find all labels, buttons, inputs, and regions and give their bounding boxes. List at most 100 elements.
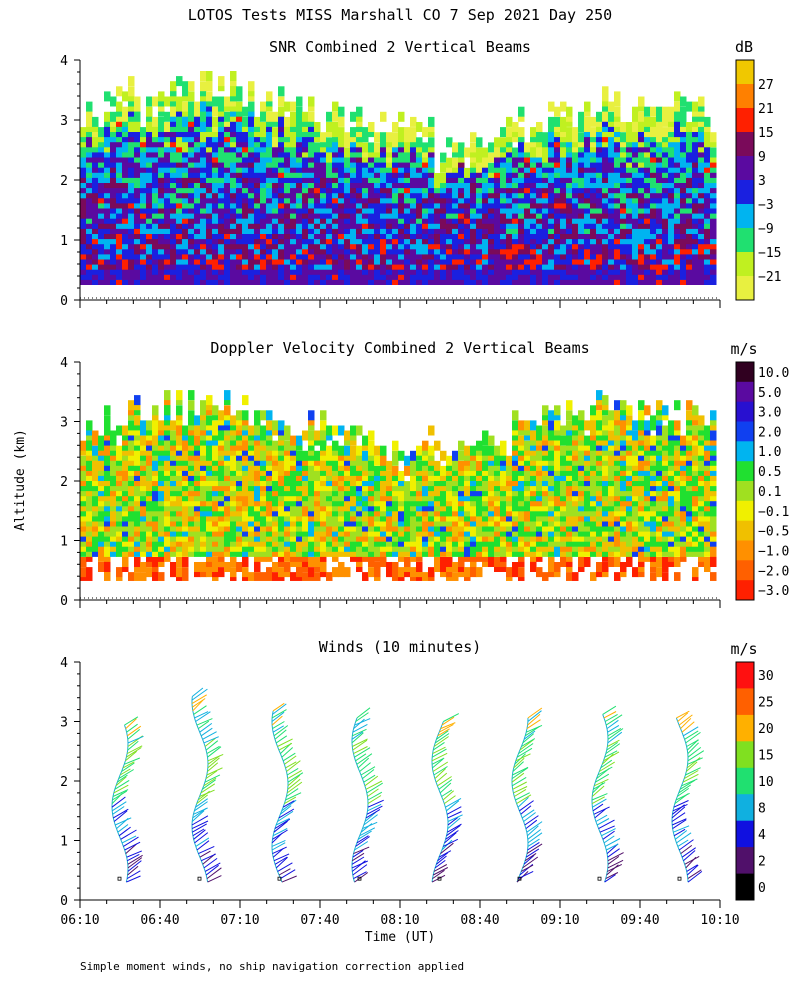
heatmap-cell	[230, 269, 237, 280]
y-tick-label: 3	[60, 114, 68, 129]
heatmap-cell	[170, 132, 177, 143]
heatmap-cell	[92, 269, 99, 280]
heatmap-cell	[212, 546, 219, 557]
heatmap-cell	[338, 275, 345, 285]
heatmap-cell	[230, 440, 237, 451]
heatmap-cell	[158, 496, 165, 507]
heatmap-cell	[278, 218, 285, 229]
heatmap-cell	[278, 188, 285, 199]
heatmap-cell	[386, 269, 393, 280]
heatmap-cell	[116, 213, 123, 224]
heatmap-cell	[446, 193, 453, 204]
heatmap-cell	[482, 147, 489, 158]
heatmap-cell	[506, 269, 513, 280]
heatmap-cell	[656, 218, 663, 229]
heatmap-cell	[602, 234, 609, 245]
heatmap-cell	[200, 162, 207, 173]
heatmap-cell	[668, 213, 675, 224]
heatmap-cell	[116, 188, 123, 199]
heatmap-cell	[236, 101, 243, 112]
heatmap-cell	[134, 239, 141, 250]
heatmap-cell	[626, 264, 633, 275]
heatmap-cell	[188, 254, 195, 265]
heatmap-cell	[632, 234, 639, 245]
heatmap-cell	[350, 506, 357, 517]
heatmap-cell	[242, 249, 249, 260]
heatmap-cell	[332, 275, 339, 285]
heatmap-cell	[362, 511, 369, 522]
heatmap-cell	[500, 224, 507, 234]
heatmap-cell	[176, 106, 183, 117]
heatmap-cell	[164, 229, 171, 240]
heatmap-cell	[110, 476, 117, 487]
heatmap-cell	[704, 142, 711, 153]
heatmap-cell	[344, 167, 351, 178]
heatmap-cell	[122, 521, 129, 532]
heatmap-cell	[212, 218, 219, 229]
heatmap-cell	[122, 541, 129, 552]
heatmap-cell	[362, 229, 369, 240]
heatmap-cell	[428, 229, 435, 240]
heatmap-cell	[80, 546, 87, 557]
heatmap-cell	[116, 203, 123, 214]
heatmap-cell	[374, 208, 381, 219]
heatmap-cell	[266, 167, 273, 178]
heatmap-cell	[212, 557, 219, 567]
heatmap-cell	[494, 213, 501, 224]
heatmap-cell	[116, 101, 123, 112]
heatmap-cell	[272, 264, 279, 275]
heatmap-cell	[272, 269, 279, 280]
colorbar-units: dB	[735, 38, 753, 56]
heatmap-cell	[182, 157, 189, 168]
heatmap-cell	[362, 471, 369, 481]
heatmap-cell	[338, 531, 345, 542]
heatmap-cell	[92, 244, 99, 255]
heatmap-cell	[194, 239, 201, 250]
heatmap-cell	[362, 496, 369, 507]
heatmap-cell	[224, 440, 231, 451]
heatmap-cell	[278, 420, 285, 431]
heatmap-cell	[278, 557, 285, 567]
heatmap-cell	[188, 106, 195, 117]
heatmap-cell	[560, 224, 567, 234]
heatmap-cell	[674, 132, 681, 143]
heatmap-cell	[494, 249, 501, 260]
heatmap-cell	[704, 249, 711, 260]
heatmap-cell	[266, 96, 273, 107]
heatmap-cell	[338, 506, 345, 517]
heatmap-cell	[536, 127, 543, 138]
heatmap-cell	[146, 224, 153, 234]
heatmap-cell	[338, 239, 345, 250]
heatmap-cell	[620, 229, 627, 240]
heatmap-cell	[434, 213, 441, 224]
heatmap-cell	[530, 183, 537, 194]
heatmap-cell	[500, 157, 507, 168]
heatmap-cell	[662, 254, 669, 265]
heatmap-cell	[296, 183, 303, 194]
heatmap-cell	[404, 269, 411, 280]
heatmap-cell	[668, 229, 675, 240]
heatmap-cell	[302, 162, 309, 173]
heatmap-cell	[206, 557, 213, 567]
heatmap-cell	[326, 450, 333, 461]
heatmap-cell	[230, 137, 237, 148]
heatmap-cell	[554, 147, 561, 158]
heatmap-cell	[98, 506, 105, 517]
heatmap-cell	[434, 259, 441, 270]
heatmap-cell	[266, 450, 273, 461]
heatmap-cell	[344, 188, 351, 199]
heatmap-cell	[392, 275, 399, 285]
heatmap-cell	[242, 234, 249, 245]
heatmap-cell	[296, 218, 303, 229]
heatmap-cell	[656, 193, 663, 204]
heatmap-cell	[284, 541, 291, 552]
heatmap-cell	[656, 157, 663, 168]
heatmap-cell	[662, 229, 669, 240]
heatmap-cell	[236, 511, 243, 522]
heatmap-cell	[710, 198, 717, 209]
heatmap-cell	[584, 178, 591, 189]
heatmap-cell	[446, 239, 453, 250]
heatmap-cell	[146, 259, 153, 270]
heatmap-cell	[182, 152, 189, 163]
heatmap-cell	[122, 531, 129, 542]
